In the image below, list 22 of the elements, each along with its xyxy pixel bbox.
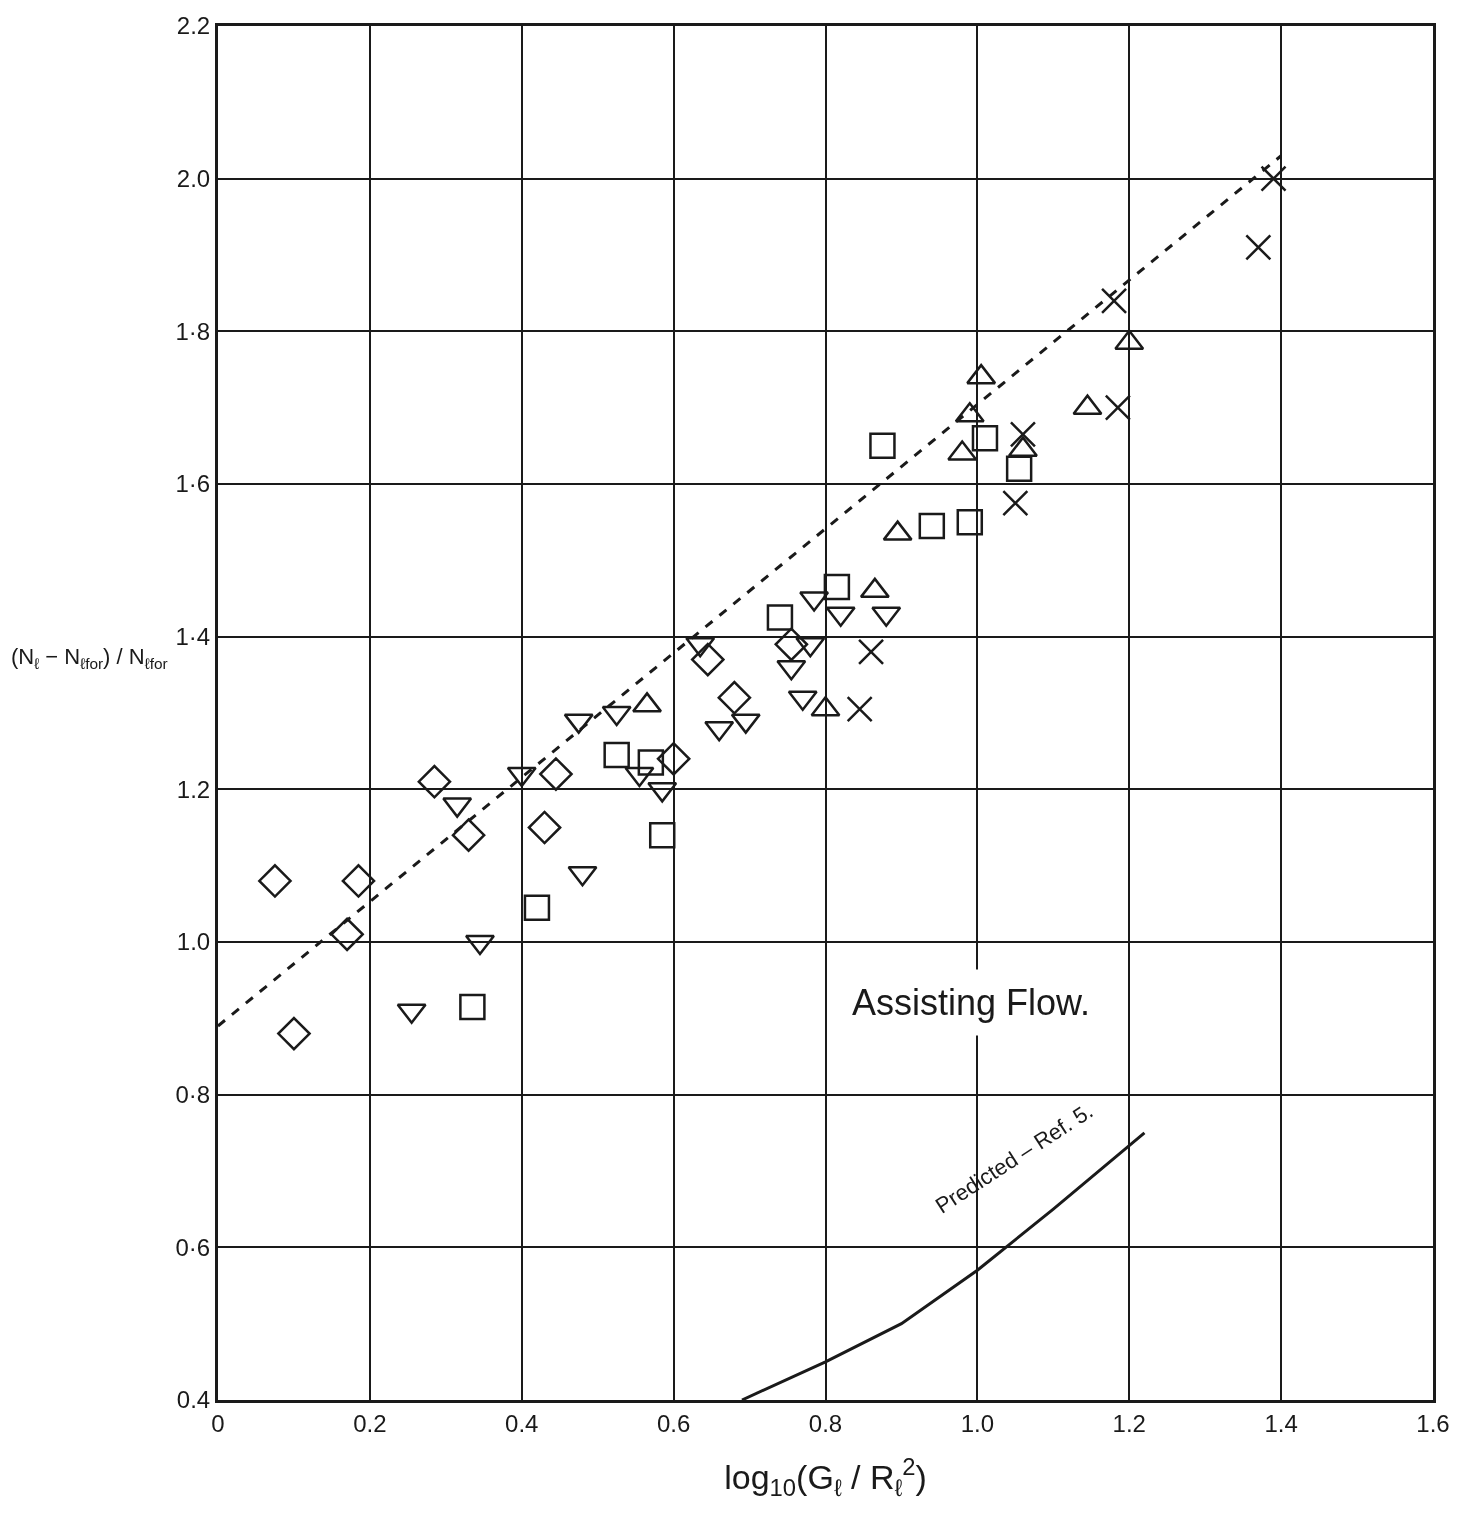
- y-tick-label: 1.0: [176, 928, 211, 956]
- x-tick-label: 0.6: [656, 1409, 691, 1437]
- x-tick-label: 0.2: [353, 1409, 387, 1437]
- y-tick-label: 2.2: [176, 12, 211, 40]
- x-axis-title: log$_{10}$(G$_{ℓ}$ / R$_{ℓ}$$^{2}$): [724, 1452, 927, 1502]
- y-tick-label: 1·4: [175, 623, 211, 651]
- y-tick-label: 1·6: [175, 470, 211, 498]
- y-tick-label: 0.4: [176, 1386, 211, 1414]
- x-tick-label: 0: [211, 1409, 225, 1437]
- annotation: Assisting Flow.: [852, 982, 1091, 1023]
- y-tick-label: 0·6: [175, 1233, 211, 1261]
- x-tick-label: 1.4: [1264, 1409, 1298, 1437]
- y-axis-title: (N$_{ℓ}$ − N$_{ℓfor}$) / N$_{ℓfor}$: [11, 644, 168, 672]
- x-tick-label: 1.6: [1416, 1409, 1450, 1437]
- x-tick-label: 1.0: [960, 1409, 995, 1437]
- x-tick-label: 0.8: [808, 1409, 843, 1437]
- y-tick-label: 1.2: [176, 775, 211, 803]
- x-tick-label: 1.2: [1112, 1409, 1146, 1437]
- y-tick-label: 0·8: [175, 1081, 211, 1109]
- y-tick-label: 2.0: [176, 165, 211, 193]
- x-tick-label: 0.4: [505, 1409, 539, 1437]
- y-tick-label: 1·8: [175, 317, 211, 345]
